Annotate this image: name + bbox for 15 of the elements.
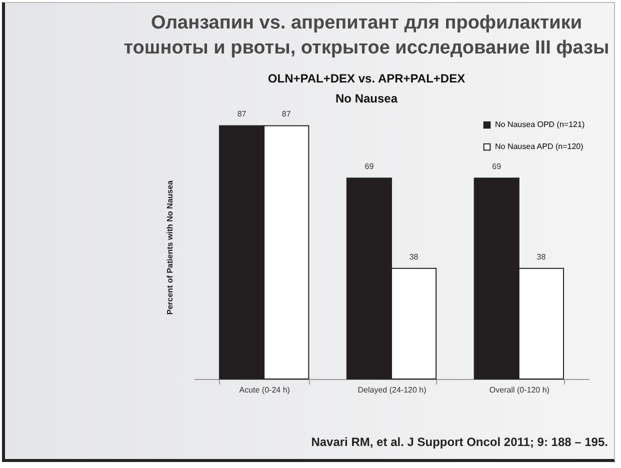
data-label: 69 xyxy=(492,162,502,172)
legend-label: No Nausea APD (n=120) xyxy=(495,142,584,151)
data-label: 69 xyxy=(364,162,374,172)
y-axis-title: Percent of Patients with No Nausea xyxy=(166,180,174,315)
data-label: 87 xyxy=(237,110,247,119)
chart-subtitle: OLN+PAL+DEX vs. APR+PAL+DEX No Nausea xyxy=(268,72,466,106)
data-label: 87 xyxy=(282,110,292,119)
x-tick-label: Delayed (24-120 h) xyxy=(358,386,427,394)
x-tick-label: Acute (0-24 h) xyxy=(239,386,290,394)
legend-label: No Nausea OPD (n=121) xyxy=(495,120,585,129)
chart-title: Оланзапин vs. апрепитант для профилактики тошноты и рвоты, открытое исследование III фазы xyxy=(124,12,610,59)
data-label: 38 xyxy=(536,252,546,262)
text: Navari RM, et al. J Support Oncol 2011; 9: 188 – 195. xyxy=(311,435,608,449)
data-label: 38 xyxy=(409,252,419,262)
x-tick-label: Overall (0-120 h) xyxy=(489,386,550,394)
